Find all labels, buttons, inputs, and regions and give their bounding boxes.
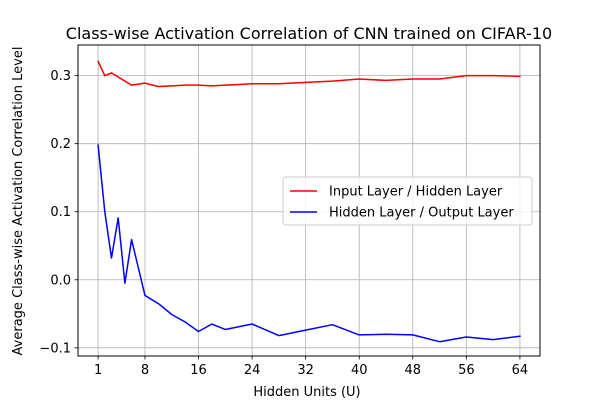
x-tick-label: 8 — [141, 363, 149, 378]
y-axis-label: Average Class-wise Activation Correlatio… — [11, 47, 26, 356]
axes-frame — [77, 44, 541, 357]
x-tick-label: 64 — [512, 363, 529, 378]
x-tick-label: 24 — [244, 363, 261, 378]
legend-label-2: Hidden Layer / Output Layer — [329, 206, 514, 221]
ticks: 1 8 16 24 32 40 48 56 64 −0.1 0.0 0.1 0.2 0.3 — [39, 69, 528, 378]
y-tick-label: 0.0 — [50, 273, 71, 288]
x-tick-label: 32 — [297, 363, 314, 378]
x-tick-label: 16 — [190, 363, 207, 378]
y-tick-label: 0.3 — [50, 69, 71, 84]
chart-title: Class-wise Activation Correlation of CNN… — [66, 24, 552, 43]
x-tick-label: 40 — [351, 363, 368, 378]
series-line-1 — [97, 60, 521, 88]
legend-box — [282, 176, 533, 226]
legend-label-1: Input Layer / Hidden Layer — [329, 185, 503, 200]
x-tick-label: 56 — [458, 363, 475, 378]
series-line-2 — [97, 144, 521, 343]
x-axis-label: Hidden Units (U) — [253, 385, 360, 400]
y-tick-label: 0.2 — [50, 137, 71, 152]
legend: Input Layer / Hidden Layer Hidden Layer /… — [282, 176, 533, 226]
x-tick-label: 48 — [405, 363, 422, 378]
y-tick-label: 0.1 — [50, 205, 71, 220]
plot-lines — [97, 60, 521, 343]
y-tick-label: −0.1 — [39, 341, 71, 356]
x-tick-label: 1 — [94, 363, 102, 378]
